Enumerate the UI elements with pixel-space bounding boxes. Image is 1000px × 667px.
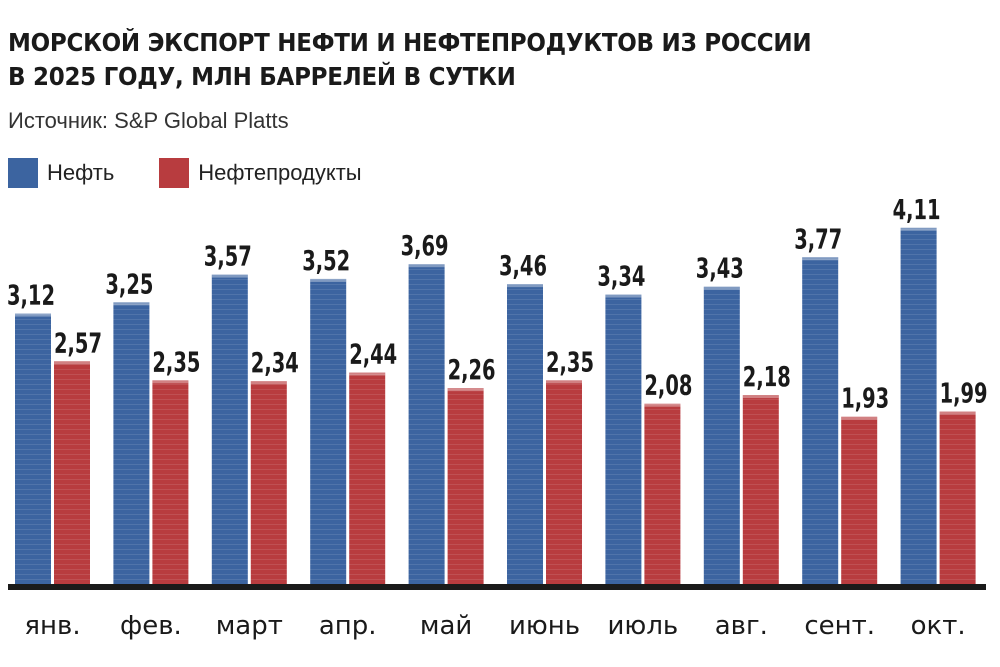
bar-oil-5 <box>507 284 543 584</box>
category-label-9: окт. <box>911 611 966 641</box>
chart-legend: Нефть Нефтепродукты <box>8 156 407 190</box>
data-label-products-1: 2,35 <box>152 345 200 378</box>
category-label-3: апр. <box>319 611 377 641</box>
category-label-5: июнь <box>509 611 580 641</box>
bar-oil-8 <box>802 257 839 584</box>
legend-item-oil: Нефть <box>8 158 114 188</box>
data-label-products-2: 2,34 <box>251 346 299 379</box>
legend-label-products: Нефтепродукты <box>198 160 362 185</box>
data-label-products-7: 2,18 <box>743 360 791 393</box>
data-label-oil-2: 3,57 <box>204 240 252 273</box>
bar-oil-6 <box>605 294 642 584</box>
bar-oil-2 <box>211 274 248 584</box>
data-label-oil-0: 3,12 <box>7 279 55 312</box>
data-label-products-5: 2,35 <box>546 345 594 378</box>
bar-top-edge-0-1 <box>113 302 150 306</box>
bar-top-edge-0-9 <box>900 227 937 231</box>
data-label-oil-3: 3,52 <box>302 244 350 277</box>
data-label-oil-9: 4,11 <box>893 193 941 226</box>
bar-top-edge-0-8 <box>802 257 839 261</box>
category-label-7: авг. <box>715 611 768 641</box>
bar-oil-0 <box>15 313 51 584</box>
data-label-oil-8: 3,77 <box>794 222 842 255</box>
bar-top-edge-0-6 <box>605 294 642 298</box>
bar-top-edge-1-1 <box>152 380 189 384</box>
data-label-oil-6: 3,34 <box>597 260 645 293</box>
legend-swatch-oil <box>8 158 38 188</box>
bar-oil-1 <box>113 302 150 584</box>
bar-oil-4 <box>408 264 445 584</box>
legend-label-oil: Нефть <box>47 160 115 185</box>
data-label-products-8: 1,93 <box>841 382 889 415</box>
data-label-products-4: 2,26 <box>448 353 496 386</box>
bar-products-2 <box>250 381 287 584</box>
bar-top-edge-1-4 <box>447 388 484 392</box>
bar-top-edge-0-5 <box>507 284 543 288</box>
bar-top-edge-1-5 <box>546 380 582 384</box>
bar-top-edge-0-0 <box>15 313 51 317</box>
chart-source: Источник: S&P Global Platts <box>8 108 289 133</box>
bar-products-4 <box>447 388 484 584</box>
bar-top-edge-0-2 <box>211 274 248 278</box>
bar-top-edge-1-2 <box>250 381 287 385</box>
bar-top-edge-1-0 <box>54 361 90 365</box>
bar-top-edge-1-6 <box>644 403 681 407</box>
data-label-products-9: 1,99 <box>940 377 988 410</box>
category-label-4: май <box>420 611 472 641</box>
bar-products-9 <box>939 411 976 584</box>
category-label-8: сент. <box>804 611 875 641</box>
category-label-1: фев. <box>120 611 182 641</box>
chart-title: МОРСКОЙ ЭКСПОРТ НЕФТИ И НЕФТЕПРОДУКТОВ И… <box>8 26 910 94</box>
bar-products-5 <box>546 380 582 584</box>
legend-swatch-products <box>159 158 190 188</box>
bar-top-edge-0-3 <box>310 278 347 282</box>
data-label-oil-5: 3,46 <box>499 249 547 282</box>
chart-title-line-2: В 2025 ГОДУ, МЛН БАРРЕЛЕЙ В СУТКИ <box>8 62 516 91</box>
bar-oil-3 <box>310 278 347 584</box>
bar-top-edge-1-7 <box>742 395 779 399</box>
data-label-products-3: 2,44 <box>349 338 397 371</box>
data-label-oil-7: 3,43 <box>696 252 744 285</box>
category-label-2: март <box>216 611 283 641</box>
data-label-products-0: 2,57 <box>54 326 102 359</box>
bar-products-0 <box>54 361 90 584</box>
chart-title-line-1: МОРСКОЙ ЭКСПОРТ НЕФТИ И НЕФТЕПРОДУКТОВ И… <box>8 28 812 57</box>
bar-top-edge-0-7 <box>703 286 740 290</box>
bar-top-edge-0-4 <box>408 264 445 268</box>
data-label-oil-1: 3,25 <box>105 267 153 300</box>
bar-products-1 <box>152 380 189 584</box>
bar-oil-7 <box>703 286 740 584</box>
x-axis-baseline <box>8 584 986 590</box>
bar-products-6 <box>644 403 681 584</box>
category-label-6: июль <box>608 611 679 641</box>
bar-products-3 <box>349 372 386 584</box>
legend-item-products: Нефтепродукты <box>159 158 362 188</box>
bar-products-8 <box>841 416 878 584</box>
data-label-oil-4: 3,69 <box>401 229 449 262</box>
bar-products-7 <box>742 395 779 584</box>
bar-oil-9 <box>900 227 937 585</box>
bar-top-edge-1-3 <box>349 372 386 376</box>
data-label-products-6: 2,08 <box>644 369 692 402</box>
bar-top-edge-1-9 <box>939 411 976 415</box>
category-label-0: янв. <box>24 611 80 641</box>
bar-top-edge-1-8 <box>841 416 878 420</box>
